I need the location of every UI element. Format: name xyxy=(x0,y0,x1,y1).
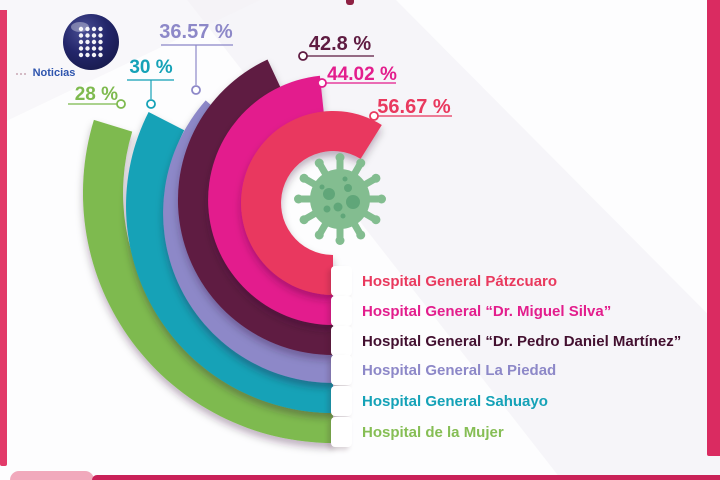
legend-label-pedro-daniel-martinez: Hospital General “Dr. Pedro Daniel Martí… xyxy=(362,332,682,350)
coronavirus-icon xyxy=(294,153,386,245)
virus-spike-tip xyxy=(335,153,345,162)
callout-dot-0 xyxy=(369,111,379,121)
virus-spike-tip xyxy=(299,215,309,225)
virus-spike-tip xyxy=(314,158,324,168)
logo-dot xyxy=(91,46,97,51)
news-logo: Noticias xyxy=(0,0,140,95)
logo-dot xyxy=(98,46,103,51)
ring-arc-4 xyxy=(126,112,333,413)
virus-spike-tip xyxy=(356,158,366,168)
percent-label-miguel-silva: 44.02 % xyxy=(327,64,397,85)
logo-dot xyxy=(98,33,103,38)
frame-corner-blob xyxy=(10,471,94,480)
virus-spike-tip xyxy=(371,173,381,183)
logo-prefix-mark xyxy=(16,73,28,76)
virus-spike-tip xyxy=(294,194,303,204)
legend-label-la-piedad: Hospital General La Piedad xyxy=(362,361,557,379)
virus-spike-tip xyxy=(377,194,386,204)
virus-spot xyxy=(333,202,343,212)
legend-label-patzcuaro: Hospital General Pátzcuaro xyxy=(362,272,558,290)
frame-band-left xyxy=(0,10,7,466)
legend-tab xyxy=(331,326,352,356)
logo-dot xyxy=(78,33,84,38)
virus-spot xyxy=(342,176,348,182)
virus-spike-tip xyxy=(356,230,366,240)
legend-tab xyxy=(331,296,352,326)
legend-tab xyxy=(331,355,352,385)
legend-label-mujer: Hospital de la Mujer xyxy=(362,423,504,441)
frame-band-right xyxy=(707,0,720,456)
logo-dot xyxy=(98,26,103,32)
logo-dot xyxy=(78,46,84,51)
legend-tab xyxy=(331,386,352,416)
percent-label-la-piedad: 36.57 % xyxy=(159,21,233,43)
callout-dot-5 xyxy=(116,99,126,109)
virus-spot xyxy=(344,184,352,192)
logo-dot xyxy=(85,39,90,45)
callout-dot-3 xyxy=(191,85,201,95)
legend-item: Hospital General Pátzcuaro xyxy=(331,266,557,296)
callout-dot-4 xyxy=(146,99,156,109)
cropped-title-fragment xyxy=(346,0,354,5)
virus-body xyxy=(310,169,370,229)
ring-arc-0 xyxy=(241,111,382,296)
virus-spot xyxy=(323,188,335,200)
logo-dot xyxy=(91,39,97,45)
ring-arc-1 xyxy=(208,75,333,325)
virus-spot xyxy=(323,205,331,213)
callout-dot-2 xyxy=(298,51,308,61)
percent-label-sahuayo: 30 % xyxy=(129,57,173,78)
callout-connectors-group xyxy=(68,44,452,121)
virus-spot xyxy=(346,195,360,209)
legend-item: Hospital General “Dr. Miguel Silva” xyxy=(331,296,611,326)
logo-ball-icon xyxy=(63,14,119,70)
frame-band-bottom xyxy=(92,475,720,480)
logo-dot xyxy=(98,52,103,58)
legend-item: Hospital General “Dr. Pedro Daniel Martí… xyxy=(331,326,681,356)
legend-item: Hospital General Sahuayo xyxy=(331,386,548,416)
percent-label-patzcuaro: 56.67 % xyxy=(377,96,451,118)
percent-label-pedro-daniel-martinez: 42.8 % xyxy=(308,33,372,55)
legend-item: Hospital de la Mujer xyxy=(331,417,504,447)
logo-dot xyxy=(91,52,97,58)
legend-label-miguel-silva: Hospital General “Dr. Miguel Silva” xyxy=(362,302,612,320)
ring-arcs-group xyxy=(82,59,382,444)
ring-arc-2 xyxy=(177,59,333,355)
logo-dot xyxy=(78,52,84,58)
logo-dot xyxy=(78,26,84,32)
virus-spike-tip xyxy=(299,173,309,183)
logo-dot xyxy=(98,39,103,45)
callout-dot-1 xyxy=(317,78,327,88)
virus-spike-tip xyxy=(371,215,381,225)
legend-label-sahuayo: Hospital General Sahuayo xyxy=(362,392,548,410)
logo-dot xyxy=(85,46,90,51)
logo-dot xyxy=(85,26,90,32)
virus-spot xyxy=(340,213,346,219)
percent-label-mujer: 28 % xyxy=(74,84,118,105)
logo-dot xyxy=(91,33,97,38)
virus-spike-tip xyxy=(314,230,324,240)
legend-item: Hospital General La Piedad xyxy=(331,355,556,385)
logo-dot xyxy=(85,52,90,58)
logo-dot xyxy=(78,39,84,45)
logo-dot xyxy=(85,33,90,38)
legend-tab xyxy=(331,266,352,296)
virus-spike-tip xyxy=(335,236,345,245)
logo-text: Noticias xyxy=(32,67,76,79)
logo-dot xyxy=(91,26,97,32)
legend-tab xyxy=(331,417,352,447)
virus-spot xyxy=(319,184,325,190)
